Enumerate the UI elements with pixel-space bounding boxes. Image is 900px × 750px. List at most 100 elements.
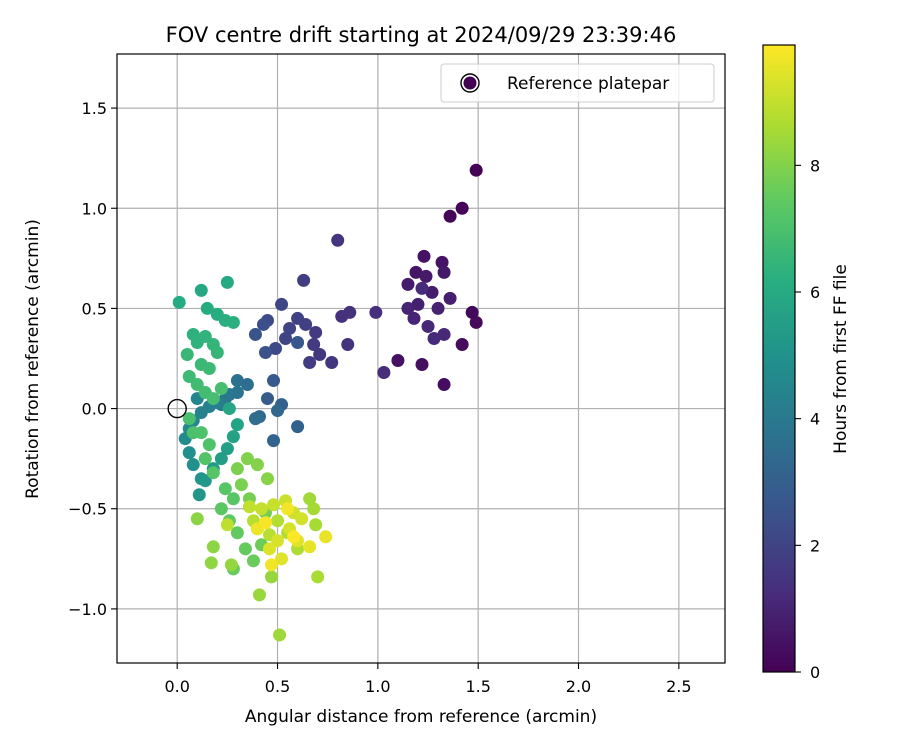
- scatter-point: [265, 570, 279, 584]
- scatter-point: [224, 558, 238, 572]
- scatter-point: [417, 249, 431, 263]
- scatter-point: [267, 434, 281, 448]
- scatter-point: [252, 588, 266, 602]
- scatter-point: [455, 337, 469, 351]
- y-tick-label: −1.0: [68, 600, 107, 619]
- scatter-point: [427, 331, 441, 345]
- scatter-point: [240, 452, 254, 466]
- x-axis-ticks: 0.0 0.5 1.0 1.5 2.0 2.5: [164, 663, 692, 696]
- scatter-point: [182, 412, 196, 426]
- scatter-point: [309, 518, 323, 532]
- scatter-point: [281, 502, 295, 516]
- scatter-point: [415, 358, 429, 372]
- scatter-point: [204, 556, 218, 570]
- plot-frame: [116, 53, 726, 664]
- scatter-point: [443, 291, 457, 305]
- scatter-point: [258, 345, 272, 359]
- scatter-point: [331, 233, 345, 247]
- scatter-point: [297, 273, 311, 287]
- scatter-point: [435, 255, 449, 269]
- scatter-point: [214, 382, 228, 396]
- colorbar: 0 2 4 6 8 Hours from first FF file: [762, 44, 851, 682]
- scatter-point: [437, 265, 451, 279]
- scatter-point: [226, 430, 240, 444]
- scatter-point: [234, 478, 248, 492]
- scatter-point: [291, 420, 305, 434]
- scatter-point: [226, 315, 240, 329]
- scatter-point: [377, 366, 391, 380]
- scatter-point: [283, 321, 297, 335]
- scatter-point: [391, 354, 405, 368]
- legend: Reference platepar: [440, 63, 715, 103]
- scatter-point: [341, 337, 355, 351]
- x-tick-label: 0.0: [164, 677, 189, 696]
- scatter-point: [291, 335, 305, 349]
- scatter-point: [230, 374, 244, 388]
- reference-platepar-marker: [167, 398, 187, 419]
- scatter-point: [303, 540, 317, 554]
- y-axis-ticks: −1.0 −0.5 0.0 0.5 1.0 1.5: [68, 99, 117, 619]
- scatter-point: [242, 500, 256, 514]
- colorbar-ticks: 0 2 4 6 8: [795, 156, 820, 682]
- colorbar-tick-label: 4: [810, 410, 820, 429]
- scatter-point: [303, 356, 317, 370]
- scatter-point: [238, 542, 252, 556]
- scatter-point: [401, 277, 415, 291]
- scatter-point: [220, 275, 234, 289]
- scatter-point: [214, 502, 228, 516]
- scatter-point: [409, 265, 423, 279]
- scatter-point: [218, 482, 232, 496]
- scatter-point: [206, 392, 220, 406]
- scatter-point: [202, 438, 216, 452]
- scatter-point: [275, 297, 289, 311]
- scatter-point: [214, 452, 228, 466]
- scatter-point: [273, 628, 287, 642]
- scatter-point: [202, 362, 216, 376]
- scatter-point: [180, 347, 194, 361]
- scatter-point: [335, 309, 349, 323]
- colorbar-tick-label: 6: [810, 283, 820, 302]
- scatter-point: [190, 512, 204, 526]
- scatter-point: [271, 404, 285, 418]
- scatter-point: [198, 329, 212, 343]
- scatter-point: [240, 378, 254, 392]
- scatter-point: [206, 466, 220, 480]
- scatter-point: [271, 514, 285, 528]
- chart-title: FOV centre drift starting at 2024/09/29 …: [166, 23, 677, 47]
- scatter-point: [369, 305, 383, 319]
- x-axis-label: Angular distance from reference (arcmin): [245, 707, 597, 727]
- scatter-point: [248, 327, 262, 341]
- scatter-point: [295, 512, 309, 526]
- colorbar-tick-label: 0: [810, 663, 820, 682]
- scatter-point: [186, 458, 200, 472]
- scatter-point: [267, 498, 281, 512]
- scatter-point: [421, 319, 435, 333]
- scatter-point: [469, 163, 483, 177]
- scatter-point: [192, 488, 206, 502]
- scatter-point: [220, 442, 234, 456]
- x-tick-label: 1.5: [465, 677, 490, 696]
- scatter-point: [469, 315, 483, 329]
- scatter-point: [455, 201, 469, 215]
- scatter-point: [222, 402, 236, 416]
- x-tick-label: 1.0: [365, 677, 390, 696]
- scatter-point: [325, 356, 339, 370]
- scatter-point: [419, 269, 433, 283]
- legend-marker-series: [463, 76, 477, 90]
- scatter-point: [307, 337, 321, 351]
- scatter-point: [437, 378, 451, 392]
- scatter-point: [407, 311, 421, 325]
- scatter-point: [226, 492, 240, 506]
- scatter-point: [311, 570, 325, 584]
- y-tick-label: 0.5: [82, 299, 107, 318]
- scatter-point: [256, 317, 270, 331]
- scatter-point: [303, 492, 317, 506]
- scatter-point: [411, 297, 425, 311]
- scatter-point: [172, 295, 186, 309]
- y-axis-label: Rotation from reference (arcmin): [23, 219, 43, 499]
- scatter-point: [425, 285, 439, 299]
- scatter-point: [443, 209, 457, 223]
- scatter-point: [250, 458, 264, 472]
- scatter-point: [248, 412, 262, 426]
- legend-label-reference: Reference platepar: [507, 74, 669, 94]
